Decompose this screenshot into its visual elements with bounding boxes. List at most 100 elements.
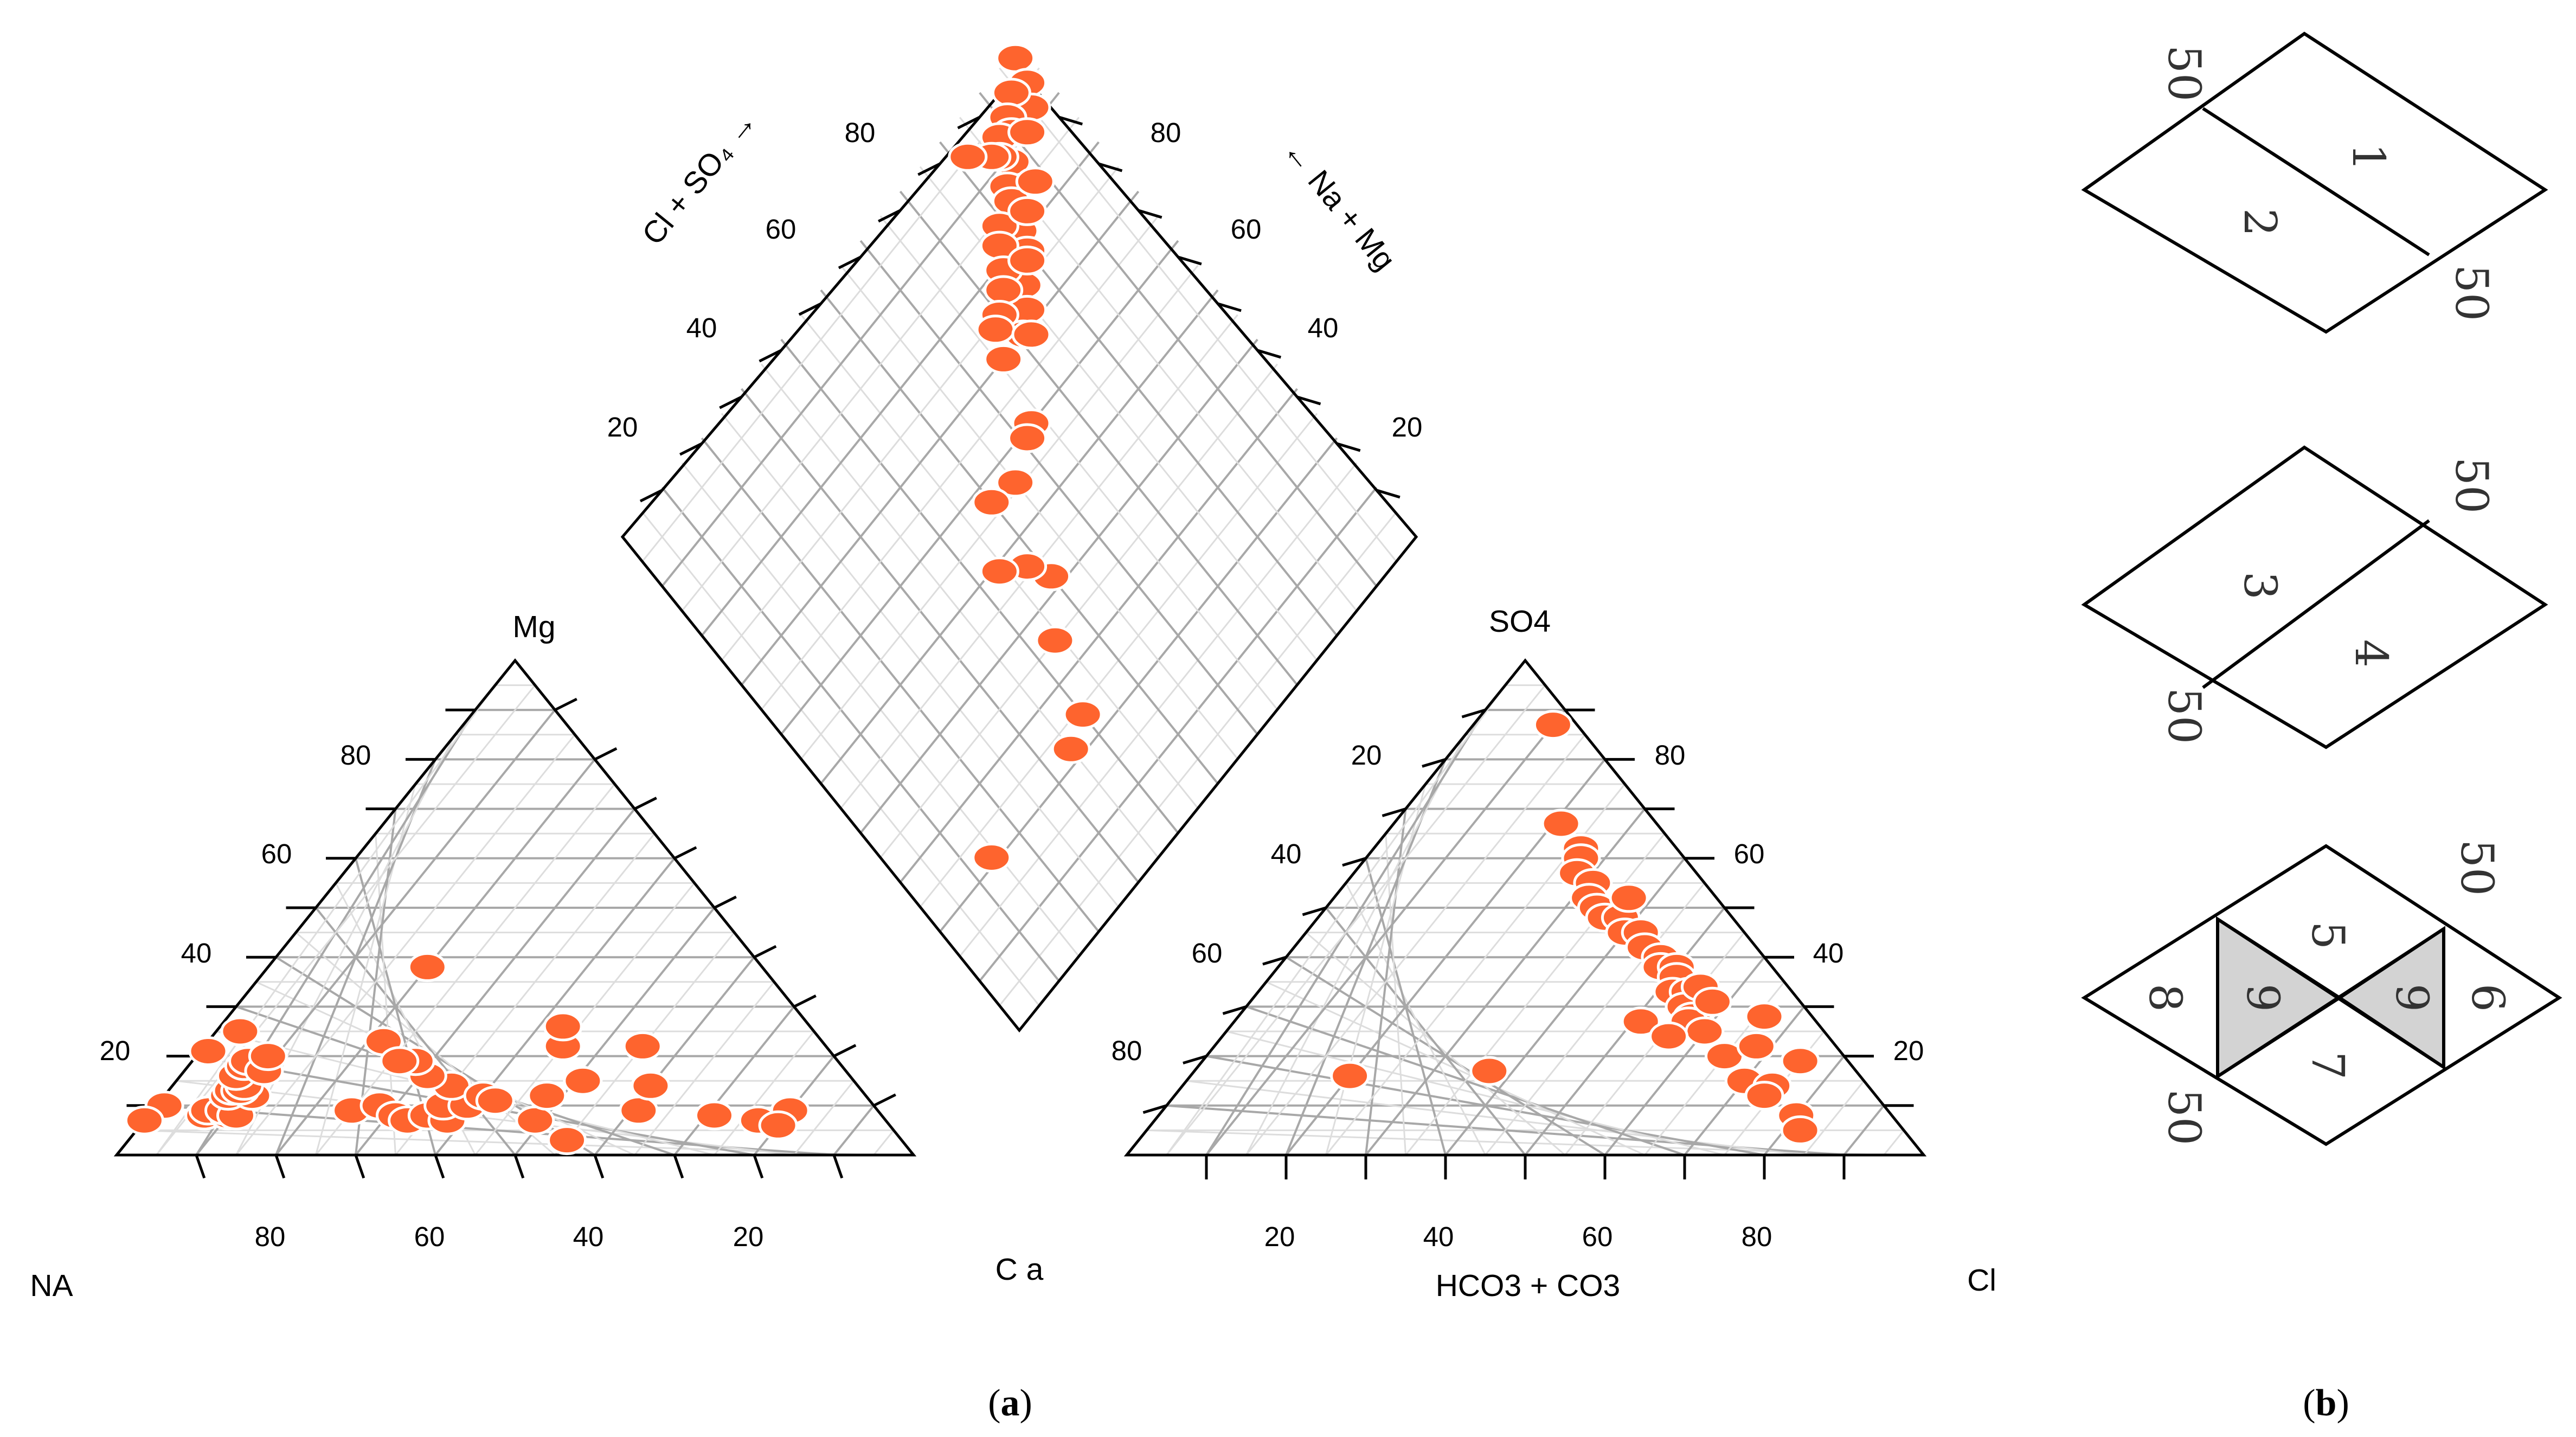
anion-right-tick: 60	[1734, 838, 1765, 869]
key-divider-1	[2202, 107, 2430, 256]
cation-sample-point	[407, 952, 447, 982]
grid-line	[879, 215, 1278, 710]
tick-mark	[873, 1093, 896, 1107]
grid-line	[1444, 857, 1686, 1156]
key-rhombus-1	[2081, 31, 2548, 334]
anion-sample-point	[1533, 710, 1573, 740]
diamond-sample-point	[995, 43, 1036, 73]
panel-b-label: (b)	[2303, 1382, 2349, 1424]
cation-right-label: C a	[995, 1252, 1044, 1287]
key-diagram-1: 50 50 1 2	[2081, 31, 2548, 334]
grid-line	[1345, 882, 1486, 1156]
diamond-sample-point	[972, 487, 1012, 517]
grid-line	[1325, 784, 1427, 1156]
cation-sample-point	[527, 1081, 567, 1111]
key2-side-top: 50	[2445, 457, 2497, 514]
key-rhombus-3	[2081, 844, 2562, 1146]
anion-apex-label: SO4	[1489, 604, 1551, 639]
tick-mark	[673, 1154, 684, 1179]
key-diag-b	[2217, 927, 2445, 1078]
cation-sample-point	[758, 1110, 798, 1140]
anion-left-tick: 40	[1271, 838, 1302, 869]
key2-side-bottom: 50	[2158, 688, 2209, 744]
anion-sample-point	[1744, 1081, 1784, 1111]
tick-mark	[1142, 1104, 1167, 1114]
grid-line	[355, 808, 636, 1156]
grid-line	[820, 289, 1219, 785]
grid-line	[235, 734, 457, 1156]
anion-sample-point	[1469, 1056, 1509, 1086]
cation-bottom-tick: 20	[733, 1221, 764, 1252]
cation-sample-point	[188, 1036, 228, 1066]
grid-line	[714, 1031, 815, 1156]
key3-field-7: 7	[2302, 1051, 2353, 1080]
key2-field-4: 4	[2345, 639, 2397, 668]
grid-line	[1485, 882, 1705, 1156]
grid-line	[474, 882, 695, 1156]
anion-right-label: Cl	[1967, 1263, 1996, 1298]
cation-sample-point	[220, 1016, 260, 1047]
grid-line	[1166, 684, 1546, 1156]
anion-sample-point	[1685, 1016, 1725, 1047]
tick-mark	[673, 846, 697, 860]
key-diagram-3: 50 50 5 6 7 8 9 9	[2081, 839, 2562, 1146]
tick-mark	[1217, 302, 1242, 312]
grid-line	[661, 92, 1060, 587]
grid-line	[1205, 709, 1566, 1156]
diamond-sample-point	[1063, 700, 1103, 730]
diamond-right-axis-label: ← Na + Mg	[1276, 133, 1402, 277]
tick-mark	[1262, 955, 1287, 966]
key-divider-2	[2202, 519, 2430, 689]
diamond-sample-point	[1007, 117, 1048, 147]
diamond-plot: Cl + SO₄ → ← Na + Mg 20 40 60 80 20 40 6…	[607, 43, 1423, 1032]
cation-sample-point	[622, 1031, 663, 1061]
grid-line	[999, 67, 1397, 562]
key3-side-top: 50	[2451, 839, 2502, 896]
anion-sample-point	[1621, 1006, 1661, 1037]
tick-mark	[753, 1154, 764, 1179]
tick-mark	[354, 1154, 365, 1179]
tick-mark	[634, 797, 657, 810]
grid-line	[840, 265, 1238, 760]
anion-bottom-tick: 20	[1264, 1221, 1295, 1252]
anion-bottom-tick: 80	[1742, 1221, 1772, 1252]
cation-sample-point	[380, 1046, 420, 1076]
diamond-left-tick: 80	[845, 117, 876, 148]
tick-mark	[195, 1154, 206, 1179]
tick-mark	[793, 995, 817, 1008]
key-diag-a	[2217, 918, 2445, 1069]
grid-line	[1883, 1130, 1905, 1156]
cation-sample-point	[695, 1100, 734, 1131]
grid-line	[634, 981, 775, 1156]
cation-sample-point	[248, 1041, 288, 1072]
diamond-sample-point	[1007, 196, 1048, 226]
cation-sample-point	[547, 1125, 587, 1156]
grid-line	[156, 684, 496, 1156]
tick-mark	[1336, 442, 1361, 452]
tick-mark	[833, 1044, 857, 1057]
cation-apex-label: Mg	[512, 610, 555, 644]
tick-mark	[878, 209, 901, 223]
diamond-sample-point	[995, 467, 1036, 498]
tick-mark	[1382, 807, 1406, 817]
tick-mark	[554, 697, 577, 711]
diamond-sample-point	[972, 843, 1012, 873]
cation-sample-point	[515, 1105, 555, 1136]
diamond-right-tick: 40	[1308, 312, 1339, 343]
grid-line	[1405, 833, 1666, 1156]
cation-bottom-tick: 40	[573, 1221, 604, 1252]
diamond-left-tick: 20	[607, 412, 638, 442]
tick-mark	[1302, 906, 1327, 916]
grid-line	[793, 1080, 855, 1156]
anion-left-tick: 20	[1351, 740, 1382, 771]
tick-mark	[434, 1154, 445, 1179]
diamond-sample-point	[1015, 166, 1055, 197]
diamond-left-tick: 40	[686, 312, 717, 343]
tick-mark	[714, 895, 737, 909]
diamond-sample-point	[984, 275, 1024, 305]
tick-mark	[513, 1154, 525, 1179]
grid-line	[673, 1006, 795, 1156]
cation-sample-point	[124, 1105, 164, 1136]
diamond-right-tick: 20	[1392, 412, 1423, 442]
